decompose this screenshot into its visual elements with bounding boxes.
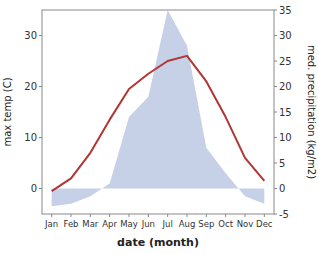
- x-tick-label: Dec: [256, 219, 273, 229]
- x-tick-label: Nov: [237, 219, 254, 229]
- y2-tick: [274, 10, 277, 11]
- y2-tick: [274, 214, 277, 215]
- y2-tick-label: 5: [279, 158, 285, 169]
- x-tick: [225, 214, 226, 217]
- x-tick-label: Mar: [82, 219, 99, 229]
- x-tick-label: Apr: [102, 219, 117, 229]
- x-tick-label: Feb: [63, 219, 78, 229]
- y-tick: [39, 86, 42, 87]
- y2-tick-label: 35: [279, 5, 292, 16]
- y2-tick-label: -5: [279, 209, 289, 220]
- y-tick-label: 0: [31, 183, 37, 194]
- x-tick-label: Jun: [141, 219, 155, 229]
- x-tick-label: Sep: [198, 219, 214, 229]
- y-tick-label: 30: [24, 30, 37, 41]
- y2-tick: [274, 61, 277, 62]
- x-tick-label: Jul: [162, 219, 173, 229]
- y2-tick: [274, 112, 277, 113]
- x-tick: [206, 214, 207, 217]
- y2-tick-label: 0: [279, 183, 285, 194]
- y-tick: [39, 35, 42, 36]
- y2-tick-label: 30: [279, 30, 292, 41]
- x-tick-label: Aug: [179, 219, 196, 229]
- x-axis-title: date (month): [117, 236, 199, 249]
- x-tick-label: May: [120, 219, 138, 229]
- x-tick: [51, 214, 52, 217]
- y2-axis-title: med. precipitation (kg/m2): [306, 45, 317, 179]
- y2-tick: [274, 35, 277, 36]
- plot-frame: [42, 10, 274, 214]
- y2-tick-label: 10: [279, 132, 292, 143]
- x-tick: [148, 214, 149, 217]
- y2-tick: [274, 188, 277, 189]
- x-tick-label: Jan: [44, 219, 58, 229]
- y-tick: [39, 137, 42, 138]
- y-tick-label: 20: [24, 81, 37, 92]
- x-tick-label: Oct: [218, 219, 233, 229]
- y2-tick: [274, 163, 277, 164]
- y-tick-label: 10: [24, 132, 37, 143]
- y-tick: [39, 188, 42, 189]
- y2-tick-label: 20: [279, 81, 292, 92]
- chart: 0102030-505101520253035JanFebMarAprMayJu…: [0, 0, 318, 254]
- y-axis-title: max temp (C): [2, 77, 13, 146]
- x-tick: [264, 214, 265, 217]
- x-tick: [187, 214, 188, 217]
- x-tick: [245, 214, 246, 217]
- plot-area: [52, 10, 265, 206]
- y2-tick: [274, 137, 277, 138]
- x-tick: [71, 214, 72, 217]
- x-tick: [109, 214, 110, 217]
- x-tick: [167, 214, 168, 217]
- y2-tick: [274, 86, 277, 87]
- y2-tick-label: 25: [279, 56, 292, 67]
- y2-tick-label: 15: [279, 107, 292, 118]
- precipitation-area: [52, 10, 265, 206]
- x-tick: [90, 214, 91, 217]
- x-tick: [129, 214, 130, 217]
- temperature-line: [52, 56, 265, 191]
